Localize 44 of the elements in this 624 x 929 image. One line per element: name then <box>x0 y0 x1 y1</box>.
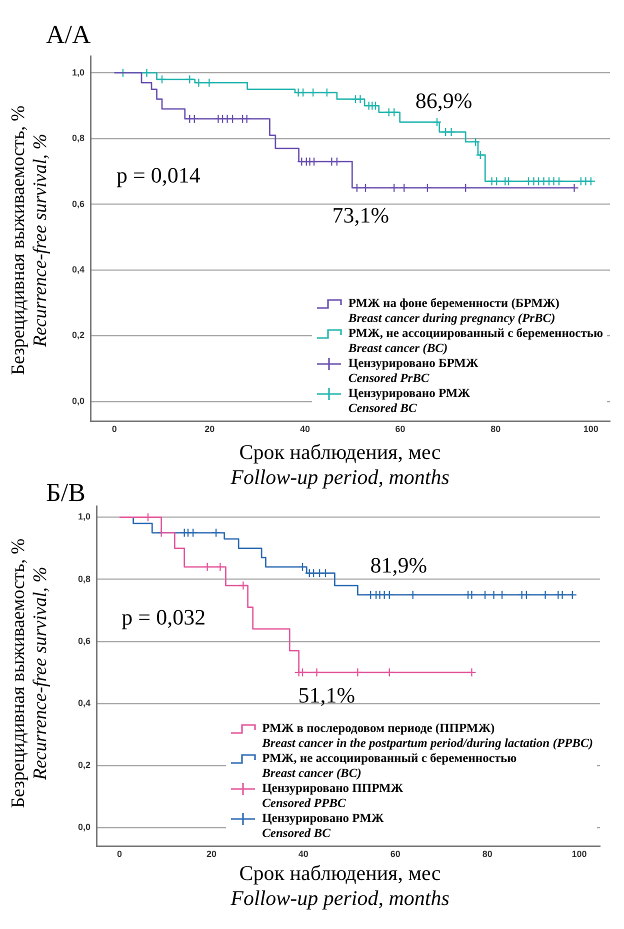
y-tick-label: 0,0 <box>72 396 85 406</box>
y-tick-label: 0,0 <box>78 822 91 832</box>
y-tick-label: 1,0 <box>72 67 85 78</box>
y-tick-label: 1,0 <box>78 512 91 522</box>
annotation: p = 0,032 <box>122 604 206 630</box>
x-tick-label: 0 <box>112 424 117 434</box>
y-axis-title: Безрецидивная выживаемость, % Recurrence-free survival, % <box>8 537 51 810</box>
x-axis-title: Срок наблюдения, мес Follow-up period, months <box>230 861 450 911</box>
legend-label: Цензурировано БРМЖ Censored PrBC <box>348 356 478 386</box>
y-tick-label: 0,2 <box>72 330 85 340</box>
x-tick-label: 40 <box>298 849 308 860</box>
annotation: p = 0,014 <box>116 162 200 188</box>
y-tick-label: 0,4 <box>78 698 91 708</box>
x-axis-title: Срок наблюдения, мес Follow-up period, months <box>230 440 450 490</box>
y-tick-label: 0,6 <box>78 636 91 646</box>
annotation: 73,1% <box>332 202 390 228</box>
legend-label: Цензурировано РМЖ Censored BC <box>262 811 384 842</box>
x-tick-label: 20 <box>206 849 216 860</box>
legend-label: РМЖ в послеродовом периоде (ППРМЖ) Breast cancer in the postpartum period/during lactation (PPBC) <box>262 721 593 752</box>
x-tick-label: 100 <box>583 424 598 434</box>
legend-label: Цензурировано РМЖ Censored BC <box>348 386 470 416</box>
chart-title: А/А <box>46 20 91 50</box>
annotation: 81,9% <box>370 552 428 578</box>
annotation: 51,1% <box>298 682 356 708</box>
y-axis-title: Безрецидивная выживаемость, % Recurrence-free survival, % <box>8 104 52 377</box>
legend-label: РМЖ на фоне беременности (БРМЖ) Breast cancer during pregnancy (PrBC) <box>348 296 560 326</box>
y-tick-label: 0,2 <box>78 760 91 770</box>
x-tick-label: 80 <box>490 424 501 434</box>
y-tick-label: 0,6 <box>72 198 85 209</box>
x-tick-label: 60 <box>390 849 400 860</box>
x-tick-label: 40 <box>300 424 310 434</box>
annotation: 86,9% <box>415 88 472 114</box>
chart-title: Б/B <box>46 478 86 508</box>
x-tick-label: 80 <box>482 849 492 860</box>
legend-label: РМЖ, не ассоциированный с беременностью Breast cancer (BC) <box>262 751 517 782</box>
x-tick-label: 60 <box>395 424 406 434</box>
legend-label: РМЖ, не ассоциированный с беременностью Breast cancer (BC) <box>348 326 603 356</box>
y-tick-label: 0,8 <box>78 574 91 584</box>
x-tick-label: 20 <box>204 424 215 434</box>
y-tick-label: 0,4 <box>72 264 85 275</box>
x-tick-label: 0 <box>116 849 122 860</box>
legend-label: Цензурировано ППРМЖ Censored PPBC <box>262 781 404 812</box>
y-tick-label: 0,8 <box>72 133 85 144</box>
x-tick-label: 100 <box>572 849 587 860</box>
